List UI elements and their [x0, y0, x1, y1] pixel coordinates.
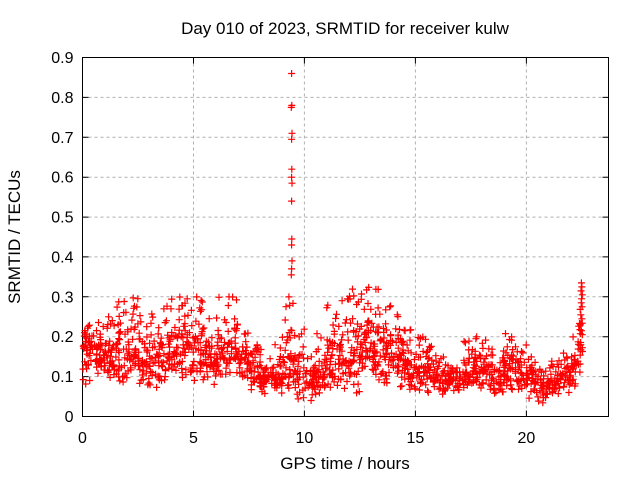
- y-tick-label: 0.6: [51, 170, 73, 187]
- y-tick-label: 0: [65, 409, 74, 426]
- x-tick-label: 5: [189, 430, 198, 447]
- x-axis-label: GPS time / hours: [280, 454, 409, 473]
- x-tick-label: 10: [296, 430, 314, 447]
- x-tick-label: 20: [517, 430, 535, 447]
- y-tick-label: 0.5: [51, 210, 73, 227]
- y-tick-label: 0.8: [51, 90, 73, 107]
- tick-marks: [82, 57, 609, 417]
- x-tick-label: 0: [78, 430, 87, 447]
- y-tick-labels: 0 0.1 0.2 0.3 0.4 0.5 0.6 0.7 0.8 0.9: [51, 50, 73, 426]
- y-axis-label: SRMTID / TECUs: [5, 170, 24, 304]
- x-tick-label: 15: [407, 430, 425, 447]
- y-tick-label: 0.4: [51, 249, 73, 266]
- x-tick-labels: 0 5 10 15 20: [78, 430, 535, 447]
- plot-border: [82, 57, 609, 417]
- y-tick-label: 0.9: [51, 50, 73, 67]
- data-series-srmtid: [79, 70, 586, 407]
- y-tick-label: 0.2: [51, 329, 73, 346]
- chart-title: Day 010 of 2023, SRMTID for receiver kul…: [181, 19, 510, 38]
- axis-ticks: [82, 57, 609, 417]
- y-tick-label: 0.3: [51, 289, 73, 306]
- y-tick-label: 0.1: [51, 369, 73, 386]
- y-tick-label: 0.7: [51, 130, 73, 147]
